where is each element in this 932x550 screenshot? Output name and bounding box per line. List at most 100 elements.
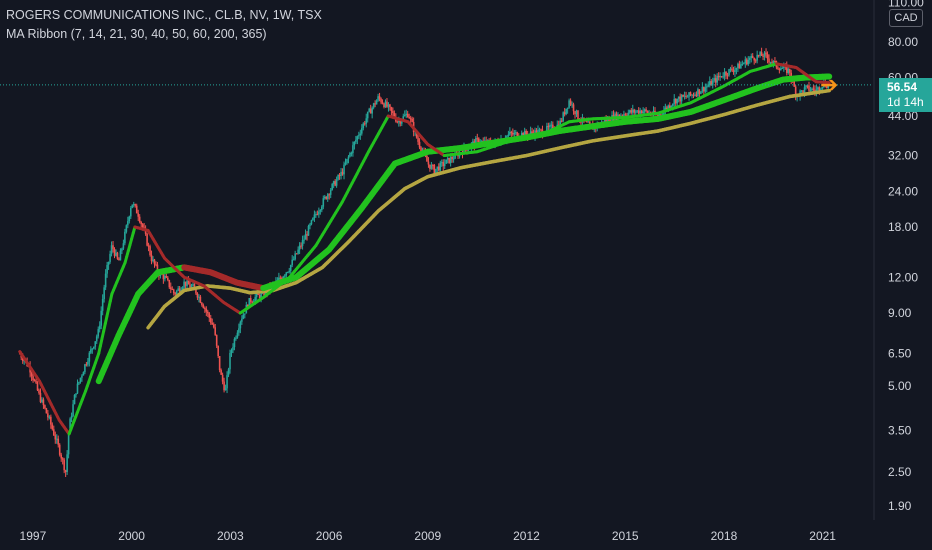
candle-body <box>667 105 670 110</box>
currency-label[interactable]: CAD <box>889 9 923 27</box>
candle-body <box>689 92 692 96</box>
candle-body <box>347 156 350 159</box>
y-tick-label: 44.00 <box>888 109 918 123</box>
candle <box>760 47 763 57</box>
candle <box>119 248 122 261</box>
candle-body <box>704 87 707 92</box>
x-tick-label: 2000 <box>118 529 145 543</box>
candle <box>630 107 633 115</box>
candle-body <box>734 69 736 73</box>
candle <box>122 239 125 251</box>
candle <box>575 109 578 118</box>
candle <box>738 60 741 69</box>
candle-body <box>389 104 391 108</box>
candle <box>229 349 231 374</box>
candle-body <box>239 321 242 329</box>
candle <box>427 157 430 168</box>
candle-body <box>329 189 332 195</box>
candle-body <box>47 413 49 418</box>
candle <box>36 381 39 392</box>
candle-body <box>352 145 354 153</box>
candle-body <box>546 125 548 133</box>
candle <box>717 72 720 81</box>
candle-body <box>477 138 480 144</box>
candle-body <box>252 301 255 303</box>
candle <box>310 219 313 226</box>
candle-body <box>55 438 58 440</box>
candle-body <box>386 101 388 107</box>
candle-body <box>677 96 680 99</box>
candle-body <box>636 110 639 112</box>
candle <box>374 100 376 108</box>
candle-body <box>627 112 630 116</box>
indicator-label[interactable]: MA Ribbon (7, 14, 21, 30, 40, 50, 60, 20… <box>6 27 267 41</box>
candle-body <box>728 69 730 76</box>
candle <box>346 158 348 165</box>
candle-body <box>282 276 285 279</box>
candle <box>549 122 551 130</box>
candle <box>787 67 790 75</box>
candle-body <box>392 110 394 114</box>
candle-body <box>717 75 720 78</box>
candle-body <box>396 121 399 123</box>
candle-body <box>165 276 168 278</box>
candle-body <box>375 100 378 105</box>
candle <box>685 91 687 99</box>
candle <box>227 367 230 378</box>
candle-body <box>221 374 224 382</box>
candle <box>241 315 243 325</box>
candle-body <box>118 258 120 261</box>
candle <box>171 286 174 290</box>
time-axis[interactable]: 1997 2000 2003 2006 2009 2012 2015 2018 2021 <box>20 529 837 543</box>
candle <box>652 106 655 118</box>
candle <box>208 312 211 322</box>
candle <box>201 302 203 307</box>
candle-body <box>113 248 116 256</box>
candle-body <box>605 119 607 122</box>
candle <box>372 102 375 110</box>
candle <box>514 129 517 136</box>
candle <box>288 267 291 274</box>
candle-body <box>674 98 677 104</box>
candle <box>132 201 135 208</box>
candle <box>741 60 744 66</box>
candle-body <box>257 293 259 296</box>
candle-body <box>512 133 514 135</box>
candle <box>731 64 733 72</box>
candle <box>358 131 360 139</box>
candle <box>236 330 239 339</box>
candle-body <box>751 55 754 58</box>
candle-body <box>229 352 231 370</box>
candle <box>390 106 393 116</box>
price-axis[interactable]: 1.90 2.50 3.50 5.00 6.50 9.00 12.00 18.00 24.00 3… <box>888 0 924 513</box>
candle <box>418 138 421 150</box>
candle-body <box>436 166 439 169</box>
candle-body <box>295 253 298 255</box>
candle-body <box>45 408 48 414</box>
symbol-title[interactable]: ROGERS COMMUNICATIONS INC., CL.B, NV, 1W… <box>6 8 322 22</box>
candle-body <box>818 87 821 91</box>
candle <box>563 108 566 117</box>
candle-body <box>531 131 533 134</box>
candle <box>547 122 550 130</box>
candle <box>636 109 639 114</box>
candle <box>815 84 818 97</box>
candle <box>152 256 154 263</box>
candle-body <box>623 114 625 116</box>
candle <box>732 66 735 75</box>
y-tick-label: 1.90 <box>888 499 912 513</box>
candle <box>383 102 385 109</box>
candle-body <box>190 285 193 288</box>
candle <box>569 98 572 107</box>
candle-body <box>140 222 142 225</box>
candle-body <box>766 54 769 59</box>
candle-body <box>711 80 714 86</box>
candle-body <box>212 324 215 328</box>
candle <box>116 251 119 260</box>
candle-body <box>550 124 553 126</box>
candle-body <box>107 261 110 266</box>
candle-body <box>332 181 335 184</box>
candle <box>239 320 242 334</box>
candle <box>631 104 634 117</box>
